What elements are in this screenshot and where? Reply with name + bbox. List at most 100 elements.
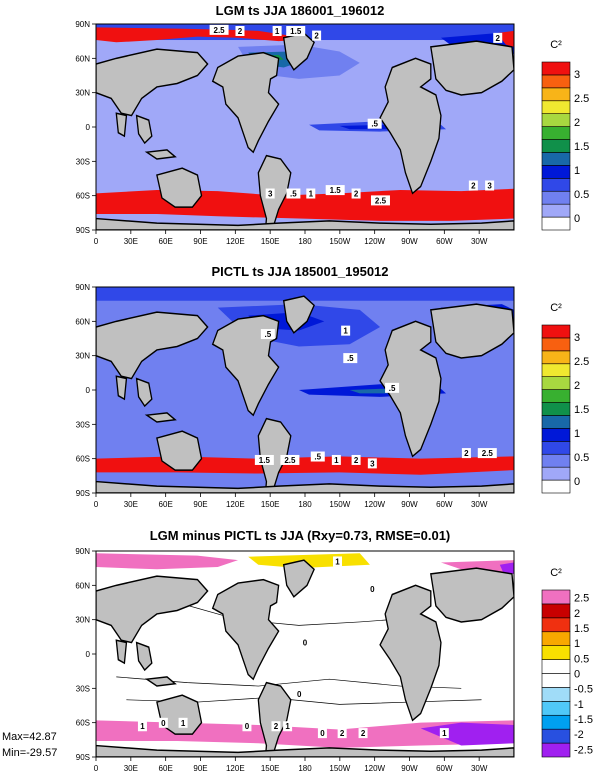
x-tick-label: 60W <box>436 237 453 246</box>
panel-3-max-stat: Max=42.87 <box>2 731 57 743</box>
x-tick-label: 150E <box>261 764 280 773</box>
x-tick-label: 60E <box>159 500 173 509</box>
x-tick-label: 120E <box>226 500 245 509</box>
colorbar-swatch <box>541 190 571 205</box>
y-tick-label: 30N <box>75 352 90 361</box>
colorbar-tick-label: 2.5 <box>574 93 589 105</box>
contour-label: 1.5 <box>330 186 342 195</box>
contour-label: 0 <box>161 719 166 728</box>
contour-label: 2.5 <box>214 26 226 35</box>
y-tick-label: 30N <box>75 89 90 98</box>
colorbar-tick-label: 1.5 <box>574 404 589 416</box>
contour-label-box <box>343 353 358 364</box>
panel-1-title: LGM ts JJA 186001_196012 <box>216 3 385 18</box>
y-tick-label: 0 <box>86 650 91 659</box>
x-tick-label: 150W <box>329 764 350 773</box>
contour-label: 2 <box>314 32 319 41</box>
x-tick-label: 150E <box>261 237 280 246</box>
contour-label-box <box>477 448 497 459</box>
contour-label-box <box>286 26 306 37</box>
colorbar-swatch <box>541 350 571 365</box>
y-tick-label: 90S <box>76 753 90 762</box>
colorbar-tick-label: 1.5 <box>574 623 589 635</box>
contour-label: 2 <box>354 456 359 465</box>
y-tick-label: 60N <box>75 317 90 326</box>
panel-1: LGM ts JJA 186001_196012 <box>95 3 515 231</box>
x-tick-label: 150W <box>329 237 350 246</box>
contour-label: 1.5 <box>290 27 302 36</box>
x-tick-label: 30W <box>471 237 488 246</box>
y-tick-label: 90N <box>75 20 90 29</box>
colorbar-swatch <box>541 61 571 76</box>
panel-2-map <box>95 286 515 494</box>
panel-2: PICTL ts JJA 185001_195012 <box>95 264 515 494</box>
y-tick-label: 90N <box>75 283 90 292</box>
contour-label-box <box>317 728 327 739</box>
contour-label-box <box>333 556 343 567</box>
contour-label-box <box>178 717 188 728</box>
colorbar-swatch <box>541 701 571 716</box>
contour-label-box <box>310 451 325 462</box>
contour-label: 2.5 <box>284 456 296 465</box>
contour-label: 2.5 <box>482 449 494 458</box>
x-tick-label: 180 <box>298 500 312 509</box>
colorbar-tick-label: 0.5 <box>574 189 589 201</box>
colorbar-swatch <box>541 363 571 377</box>
contour-label-box <box>209 24 229 35</box>
contour-label-box <box>468 180 478 191</box>
contour-label: 1.5 <box>259 456 271 465</box>
colorbar-tick-label: 1.5 <box>574 141 589 153</box>
y-tick-label: 90S <box>76 489 90 498</box>
panel-1-map <box>95 23 515 231</box>
colorbar-swatch <box>541 216 571 231</box>
colorbar-swatch <box>541 178 571 192</box>
y-tick-label: 30N <box>75 616 90 625</box>
colorbar-tick-label: 3 <box>574 332 580 344</box>
colorbar-swatch <box>541 324 571 339</box>
colorbar-swatch <box>541 603 571 619</box>
panel-3-map <box>95 550 515 758</box>
contour-label: 2 <box>274 722 279 731</box>
colorbar-swatch <box>541 402 571 416</box>
x-tick-label: 90W <box>401 764 418 773</box>
contour-label-box <box>337 728 347 739</box>
colorbar-tick-label: -2 <box>574 729 584 741</box>
contour-label-box <box>351 454 361 465</box>
contour-label-box <box>370 195 390 206</box>
colorbar-tick-label: 0 <box>574 476 580 488</box>
contour-label: 3 <box>487 182 492 191</box>
colorbar-tick-label: 2 <box>574 380 580 392</box>
x-tick-label: 30W <box>471 500 488 509</box>
contour-label: 1 <box>343 327 348 336</box>
contour-label-box <box>254 454 274 465</box>
contour-label: .5 <box>290 190 297 199</box>
contour-label: 0 <box>297 690 302 699</box>
contour-label-box <box>294 689 304 700</box>
dynamic-layer: 0 30E 60E 90E 120E 150E 180 150W 120W 90W 60W 30W 90… <box>75 20 593 773</box>
colorbar-tick-label: 1 <box>574 638 580 650</box>
x-tick-label: 30E <box>124 237 138 246</box>
x-tick-label: 90E <box>193 500 207 509</box>
colorbar-swatch <box>541 415 571 429</box>
contour-label-box <box>265 188 275 199</box>
y-tick-label: 60S <box>76 192 90 201</box>
x-tick-label: 150W <box>329 500 350 509</box>
colorbar-swatch <box>541 479 571 494</box>
colorbar-units: C² <box>550 567 562 579</box>
contour-label: 1 <box>285 722 290 731</box>
x-tick-label: 0 <box>94 500 99 509</box>
contour-label-box <box>367 118 382 129</box>
colorbar-swatch <box>541 152 571 166</box>
colorbar-swatch <box>541 376 571 390</box>
y-tick-label: 30S <box>76 684 90 693</box>
x-tick-label: 120E <box>226 237 245 246</box>
x-tick-label: 180 <box>298 237 312 246</box>
contour-label-box <box>331 454 341 465</box>
contour-label: 2 <box>471 182 476 191</box>
contour-label: 3 <box>370 459 375 468</box>
colorbar-units: C² <box>550 302 562 314</box>
x-tick-label: 150E <box>261 500 280 509</box>
colorbar-swatch <box>541 659 571 674</box>
y-tick-label: 0 <box>86 123 91 132</box>
y-tick-label: 30S <box>76 420 90 429</box>
